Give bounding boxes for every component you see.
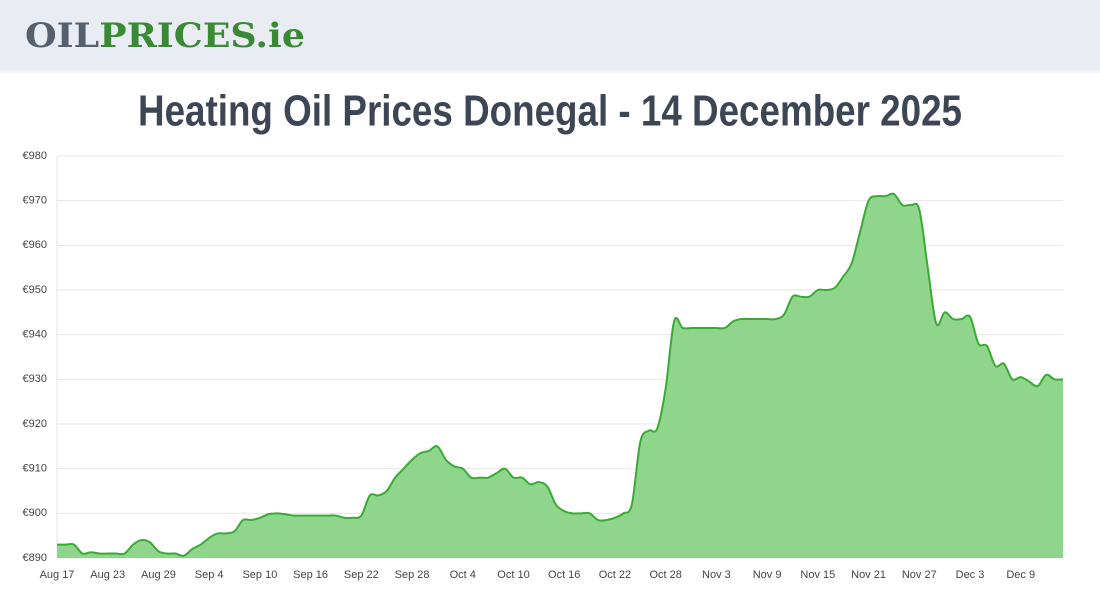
x-tick-label: Aug 23 xyxy=(90,569,125,581)
x-tick-label: Sep 16 xyxy=(293,569,328,581)
y-tick-label: €980 xyxy=(23,150,47,162)
x-tick-label: Nov 21 xyxy=(851,569,886,581)
y-tick-label: €960 xyxy=(23,239,47,251)
y-tick-label: €910 xyxy=(23,463,47,475)
x-tick-label: Oct 16 xyxy=(548,569,580,581)
y-tick-label: €970 xyxy=(23,195,47,207)
x-tick-label: Dec 3 xyxy=(956,569,985,581)
x-tick-label: Sep 10 xyxy=(242,569,277,581)
x-tick-label: Dec 9 xyxy=(1006,569,1035,581)
x-tick-label: Sep 22 xyxy=(344,569,379,581)
x-tick-label: Nov 9 xyxy=(753,569,782,581)
x-tick-label: Nov 27 xyxy=(902,569,937,581)
y-tick-label: €940 xyxy=(23,329,47,341)
y-tick-label: €900 xyxy=(23,507,47,519)
x-tick-label: Oct 4 xyxy=(450,569,476,581)
area-fill xyxy=(57,193,1063,559)
x-tick-label: Oct 28 xyxy=(649,569,681,581)
plot: €890 €900 €910 €920 €930 €940 €950 €960 €970 €980… xyxy=(23,150,1064,581)
x-tick-label: Oct 10 xyxy=(497,569,529,581)
x-tick-label: Nov 15 xyxy=(800,569,835,581)
y-tick-label: €890 xyxy=(23,552,47,564)
logo[interactable]: OIL PRICES.ie xyxy=(25,16,305,56)
logo-green: PRICES.ie xyxy=(99,16,305,56)
y-tick-label: €930 xyxy=(23,373,47,385)
x-tick-label: Sep 4 xyxy=(195,569,224,581)
x-tick-label: Oct 22 xyxy=(599,569,631,581)
x-tick-label: Sep 28 xyxy=(395,569,430,581)
x-tick-label: Aug 29 xyxy=(141,569,176,581)
y-tick-label: €950 xyxy=(23,284,47,296)
logo-dark: OIL xyxy=(25,16,99,56)
header-shadow xyxy=(0,70,1100,73)
chart-title: Heating Oil Prices Donegal - 14 December… xyxy=(138,87,962,136)
header-bar xyxy=(0,0,1100,70)
x-tick-label: Aug 17 xyxy=(40,569,75,581)
price-line xyxy=(57,192,1064,557)
y-tick-label: €920 xyxy=(23,418,47,430)
x-tick-label: Nov 3 xyxy=(702,569,731,581)
